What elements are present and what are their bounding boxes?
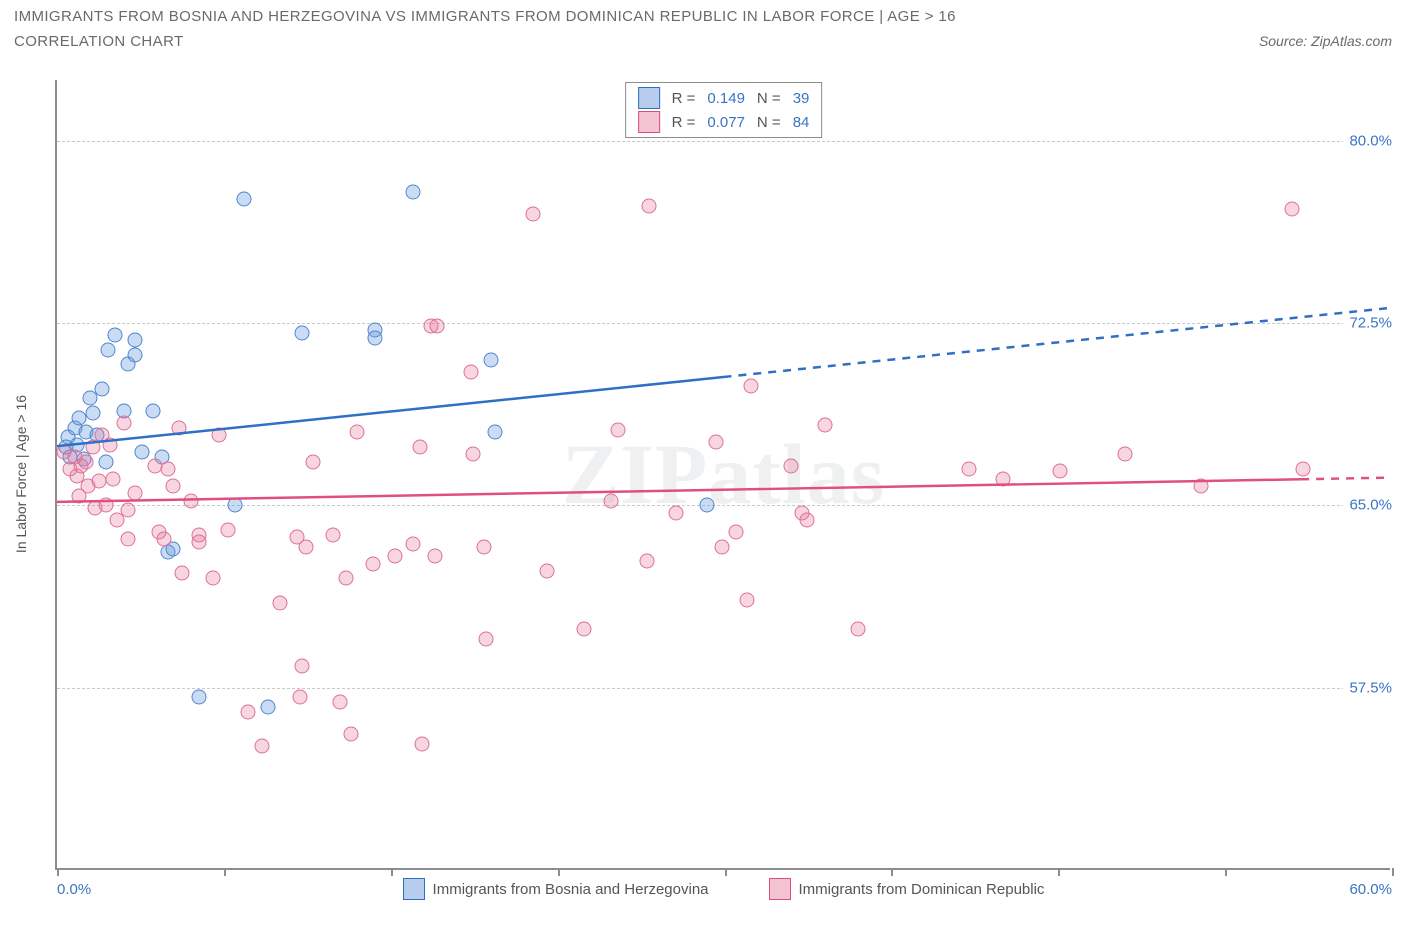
legend-swatch — [769, 878, 791, 900]
plot-area: ZIPatlas R =0.149N =39R =0.077N =84 In L… — [55, 80, 1390, 870]
legend-stat-label: R = — [672, 114, 696, 131]
trend-line — [724, 308, 1391, 377]
x-tick — [1058, 868, 1060, 876]
legend-stats: R = 0.149 N = 39 R = 0.077 N = 84 — [625, 82, 823, 138]
x-tick-label: 60.0% — [1349, 881, 1392, 898]
x-tick — [57, 868, 59, 876]
source-attribution: Source: ZipAtlas.com — [1259, 33, 1392, 49]
legend-stat-value: 84 — [793, 114, 810, 131]
legend-item: Immigrants from Bosnia and Herzegovina — [403, 878, 709, 900]
x-tick — [391, 868, 393, 876]
legend-swatch — [638, 87, 660, 109]
legend-swatch — [638, 111, 660, 133]
legend-swatch — [403, 878, 425, 900]
x-tick — [1225, 868, 1227, 876]
x-tick — [725, 868, 727, 876]
correlation-chart: ZIPatlas R =0.149N =39R =0.077N =84 In L… — [55, 80, 1390, 870]
legend-stat-label: R = — [672, 90, 696, 107]
legend-label: Immigrants from Bosnia and Herzegovina — [433, 881, 709, 898]
legend-item: Immigrants from Dominican Republic — [769, 878, 1045, 900]
x-tick — [224, 868, 226, 876]
x-tick-label: 0.0% — [57, 881, 91, 898]
y-axis-title: In Labor Force | Age > 16 — [13, 395, 29, 553]
legend-stat-value: 39 — [793, 90, 810, 107]
trend-lines — [57, 80, 1390, 868]
trend-line — [57, 377, 724, 446]
header: IMMIGRANTS FROM BOSNIA AND HERZEGOVINA V… — [0, 0, 1406, 54]
legend-series: Immigrants from Bosnia and Herzegovina Im… — [57, 878, 1390, 900]
x-tick — [558, 868, 560, 876]
chart-title: IMMIGRANTS FROM BOSNIA AND HERZEGOVINA V… — [14, 8, 1392, 25]
legend-stat-label: N = — [757, 90, 781, 107]
legend-stat-value: 0.077 — [707, 114, 745, 131]
chart-subtitle: CORRELATION CHART — [14, 33, 184, 50]
trend-line — [57, 479, 1301, 502]
trend-line — [1301, 478, 1390, 480]
legend-stat-value: 0.149 — [707, 90, 745, 107]
legend-label: Immigrants from Dominican Republic — [799, 881, 1045, 898]
x-tick — [891, 868, 893, 876]
legend-stat-label: N = — [757, 114, 781, 131]
x-tick — [1392, 868, 1394, 876]
